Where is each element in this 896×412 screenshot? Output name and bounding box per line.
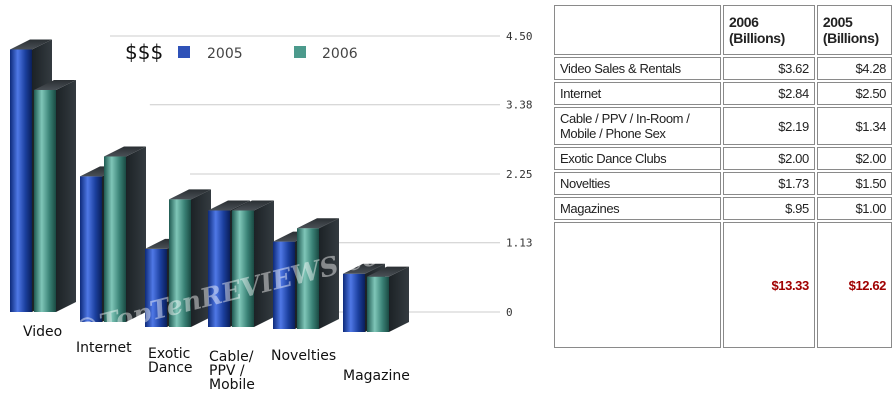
row-value-2006: $2.84 xyxy=(723,82,815,105)
category-label: Video xyxy=(23,324,62,340)
category-label: Mobile xyxy=(209,377,255,393)
y-tick-label: 1.13 xyxy=(506,237,533,250)
row-value-2005: $2.00 xyxy=(816,147,892,170)
bar-top-2006-4 xyxy=(297,218,339,229)
total-2006: $13.33 xyxy=(723,222,815,348)
bar-2006-4 xyxy=(297,228,319,329)
category-label: PPV / xyxy=(209,363,245,379)
total-row: $13.33 $12.62 xyxy=(554,222,892,348)
bar-2005-3 xyxy=(208,210,230,327)
bar-top-2006-5 xyxy=(367,266,409,277)
row-value-2006: $.95 xyxy=(723,197,815,220)
bar-side-2006-0 xyxy=(56,79,76,313)
category-label: Exotic xyxy=(148,346,190,362)
category-label: Magazine xyxy=(343,368,410,384)
bar-side-2006-2 xyxy=(191,189,211,327)
bar-top-2006-2 xyxy=(169,189,211,200)
bar-2006-5 xyxy=(367,276,389,332)
bar-chart: 4.50 3.38 2.25 1.13 0 Video Internet ExoticDan… xyxy=(10,30,533,393)
row-value-2006: $2.00 xyxy=(723,147,815,170)
row-value-2005: $1.34 xyxy=(816,107,892,145)
row-value-2005: $1.50 xyxy=(816,172,892,195)
table-row: Magazines $.95 $1.00 xyxy=(554,197,892,220)
bar-top-2005-0 xyxy=(10,39,52,50)
table-row: Internet $2.84 $2.50 xyxy=(554,82,892,105)
row-value-2006: $1.73 xyxy=(723,172,815,195)
category-label: Dance xyxy=(148,360,193,376)
bar-2006-3 xyxy=(232,210,254,327)
table-body: Video Sales & Rentals $3.62 $4.28 Internet $… xyxy=(554,57,892,348)
bar-2005-1 xyxy=(80,176,102,322)
header-2006: 2006 (Billions) xyxy=(723,5,815,55)
total-2005: $12.62 xyxy=(816,222,892,348)
legend: $$$ 2005 2006 xyxy=(125,40,358,64)
table-row: Exotic Dance Clubs $2.00 $2.00 xyxy=(554,147,892,170)
row-category: Internet xyxy=(554,82,721,105)
row-value-2005: $4.28 xyxy=(816,57,892,80)
bar-top-2006-1 xyxy=(104,146,146,157)
row-value-2005: $1.00 xyxy=(816,197,892,220)
table-row: Novelties $1.73 $1.50 xyxy=(554,172,892,195)
category-label: Internet xyxy=(76,340,132,356)
bar-2005-4 xyxy=(273,241,295,329)
bar-top-2005-3 xyxy=(208,200,250,211)
bar-side-2006-3 xyxy=(254,200,274,327)
bar-side-2006-4 xyxy=(319,218,339,329)
category-label: Novelties xyxy=(271,348,336,364)
y-tick-label: 3.38 xyxy=(506,99,533,112)
table-header-row: 2006 (Billions) 2005 (Billions) xyxy=(554,5,892,55)
legend-swatch-2005 xyxy=(178,46,190,58)
y-tick-label: 4.50 xyxy=(506,30,533,43)
bar-top-2005-5 xyxy=(343,263,385,274)
legend-label-2005: 2005 xyxy=(207,46,243,62)
category-label: Cable/ xyxy=(209,349,254,365)
bars xyxy=(10,39,409,332)
bar-2006-1 xyxy=(104,156,126,322)
data-table: 2006 (Billions) 2005 (Billions) Video Sa… xyxy=(552,3,894,350)
row-value-2006: $2.19 xyxy=(723,107,815,145)
bar-2005-2 xyxy=(145,248,167,327)
legend-label-2006: 2006 xyxy=(322,46,358,62)
bar-top-2006-3 xyxy=(232,200,274,211)
y-tick-label: 0 xyxy=(506,306,513,319)
row-category: Video Sales & Rentals xyxy=(554,57,721,80)
row-category: Cable / PPV / In-Room / Mobile / Phone S… xyxy=(554,107,721,145)
legend-swatch-2006 xyxy=(294,46,306,58)
bar-2005-0 xyxy=(10,49,32,312)
row-value-2006: $3.62 xyxy=(723,57,815,80)
bar-side-2006-5 xyxy=(389,266,409,332)
bar-2005-5 xyxy=(343,273,365,332)
bar-side-2006-1 xyxy=(126,146,146,322)
header-2005: 2005 (Billions) xyxy=(816,5,892,55)
header-blank xyxy=(554,5,721,55)
legend-title: $$$ xyxy=(125,40,163,64)
bar-2006-0 xyxy=(34,89,56,313)
row-category: Exotic Dance Clubs xyxy=(554,147,721,170)
row-category: Magazines xyxy=(554,197,721,220)
row-category: Novelties xyxy=(554,172,721,195)
total-label-cell xyxy=(554,222,721,348)
row-value-2005: $2.50 xyxy=(816,82,892,105)
bar-2006-2 xyxy=(169,199,191,327)
table-row: Cable / PPV / In-Room / Mobile / Phone S… xyxy=(554,107,892,145)
table-row: Video Sales & Rentals $3.62 $4.28 xyxy=(554,57,892,80)
y-tick-label: 2.25 xyxy=(506,168,533,181)
bar-top-2006-0 xyxy=(34,79,76,90)
